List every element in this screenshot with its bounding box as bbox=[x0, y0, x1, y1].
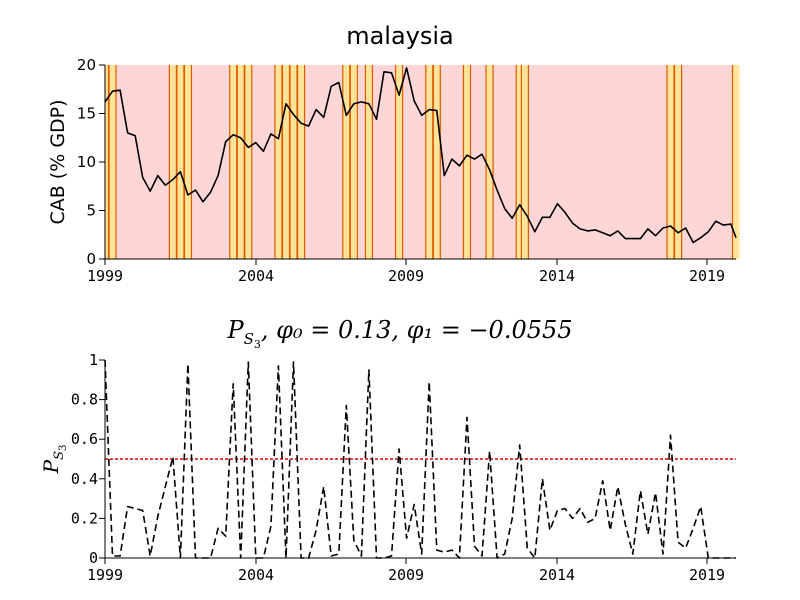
y-tick-label: 10 bbox=[77, 153, 96, 171]
top-plot-background bbox=[105, 65, 736, 259]
y-tick: 0 bbox=[89, 549, 105, 567]
crisis-band bbox=[176, 65, 185, 259]
ylabel-sub: S bbox=[52, 451, 67, 460]
y-tick-label: 0 bbox=[89, 549, 98, 567]
x-tick: 2014 bbox=[539, 259, 575, 285]
crisis-band bbox=[673, 65, 683, 259]
y-tick-label: 0 bbox=[86, 250, 96, 268]
x-tick-label: 2014 bbox=[539, 566, 575, 584]
top-y-axis-label: CAB (% GDP) bbox=[47, 99, 69, 224]
y-tick-label: 0.2 bbox=[71, 509, 98, 527]
crisis-band bbox=[349, 65, 358, 259]
y-tick-label: 5 bbox=[86, 202, 96, 220]
x-tick-label: 2004 bbox=[238, 267, 274, 285]
top-panel: malaysia 0 5 10 15 bbox=[47, 22, 740, 285]
crisis-band bbox=[520, 65, 529, 259]
y-tick-label: 0.4 bbox=[71, 470, 98, 488]
crisis-band bbox=[425, 65, 434, 259]
x-tick: 2009 bbox=[388, 558, 424, 584]
y-tick: 20 bbox=[77, 56, 105, 74]
x-tick: 2004 bbox=[238, 259, 274, 285]
bottom-y-ticks: 0 0.2 0.4 0.6 0.8 1 bbox=[71, 351, 105, 567]
crisis-band bbox=[394, 65, 404, 259]
x-tick: 1999 bbox=[87, 259, 123, 285]
crisis-band bbox=[462, 65, 472, 259]
top-x-ticks: 1999 2004 2009 2014 2019 bbox=[87, 259, 725, 285]
top-y-ticks: 0 5 10 15 20 bbox=[77, 56, 105, 268]
ylabel-subsub: 3 bbox=[58, 445, 69, 451]
y-tick: 10 bbox=[77, 153, 105, 171]
y-tick: 15 bbox=[77, 105, 105, 123]
crisis-band bbox=[296, 65, 306, 259]
y-tick-label: 1 bbox=[89, 351, 98, 369]
y-tick: 0.6 bbox=[71, 430, 105, 448]
top-chart-title: malaysia bbox=[346, 22, 454, 50]
x-tick: 2009 bbox=[388, 259, 424, 285]
y-tick-label: 20 bbox=[77, 56, 96, 74]
title-rest: , φ₀ = 0.13, φ₁ = −0.0555 bbox=[261, 316, 573, 344]
crisis-band bbox=[168, 65, 177, 259]
title-subsub: 3 bbox=[254, 338, 261, 351]
x-tick-label: 2009 bbox=[388, 566, 424, 584]
crisis-band bbox=[485, 65, 494, 259]
y-tick: 0.8 bbox=[71, 391, 105, 409]
title-sub: S bbox=[244, 330, 254, 348]
crisis-band bbox=[274, 65, 283, 259]
bottom-y-axis-label: PS3 bbox=[39, 445, 69, 475]
crisis-band bbox=[342, 65, 351, 259]
y-tick: 0 bbox=[86, 250, 105, 268]
ylabel-p: P bbox=[39, 459, 63, 474]
x-tick-label: 2014 bbox=[539, 267, 575, 285]
x-tick: 2019 bbox=[689, 259, 725, 285]
crisis-band bbox=[432, 65, 441, 259]
x-tick-label: 2019 bbox=[689, 566, 725, 584]
crisis-bands bbox=[105, 65, 740, 259]
x-tick-label: 2019 bbox=[689, 267, 725, 285]
y-tick: 0.2 bbox=[71, 509, 105, 527]
y-tick-label: 0.8 bbox=[71, 391, 98, 409]
y-tick-label: 0.6 bbox=[71, 430, 98, 448]
crisis-band bbox=[236, 65, 245, 259]
x-tick: 2004 bbox=[238, 558, 274, 584]
x-tick-label: 1999 bbox=[87, 566, 123, 584]
crisis-band bbox=[229, 65, 238, 259]
x-tick-label: 2004 bbox=[238, 566, 274, 584]
x-tick-label: 2009 bbox=[388, 267, 424, 285]
x-tick: 1999 bbox=[87, 558, 123, 584]
cab-series-line bbox=[104, 67, 737, 244]
bottom-x-ticks: 1999 2004 2009 2014 2019 bbox=[87, 558, 725, 584]
crisis-band bbox=[183, 65, 193, 259]
bottom-panel: PS3, φ₀ = 0.13, φ₁ = −0.0555 0 0.2 0.4 0… bbox=[39, 316, 736, 584]
y-tick-label: 15 bbox=[77, 105, 96, 123]
crisis-band bbox=[289, 65, 298, 259]
crisis-band bbox=[281, 65, 291, 259]
x-tick: 2014 bbox=[539, 558, 575, 584]
probability-series-line bbox=[104, 359, 736, 559]
bottom-chart-title: PS3, φ₀ = 0.13, φ₁ = −0.0555 bbox=[226, 316, 572, 351]
crisis-band bbox=[244, 65, 253, 259]
y-tick: 5 bbox=[86, 202, 105, 220]
title-p: P bbox=[226, 316, 244, 344]
y-tick: 1 bbox=[89, 351, 105, 369]
crisis-band bbox=[666, 65, 675, 259]
x-tick: 2019 bbox=[689, 558, 725, 584]
y-tick: 0.4 bbox=[71, 470, 105, 488]
x-tick-label: 1999 bbox=[87, 267, 123, 285]
crisis-band bbox=[364, 65, 374, 259]
